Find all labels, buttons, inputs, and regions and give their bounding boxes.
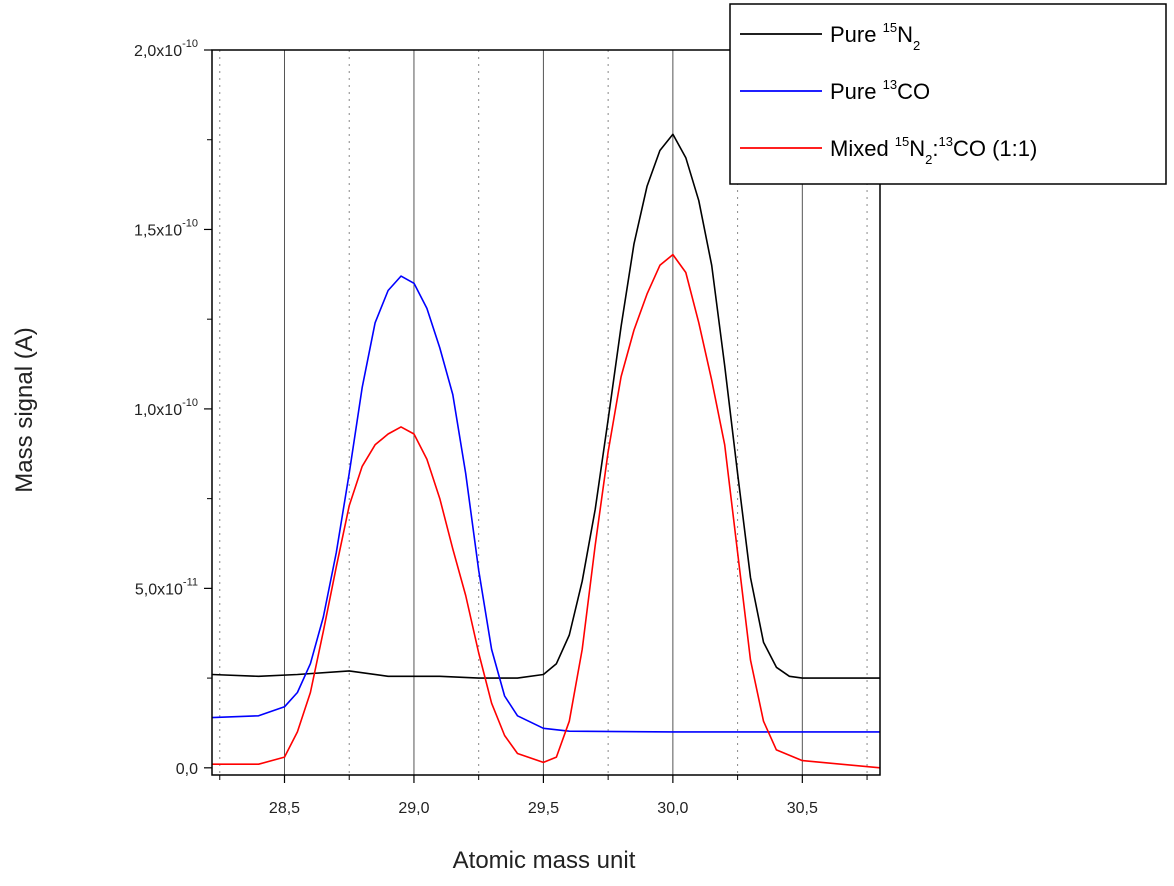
x-tick-label: 28,5 — [269, 800, 300, 817]
legend-box — [729, 3, 1167, 185]
legend-label: Pure 13CO — [830, 77, 930, 104]
legend: Pure 15N2 Pure 13CO Mixed 15N2:13CO (1:1) — [729, 3, 1167, 185]
axis-ticks: 28,5 29,0 29,5 30,0 30,5 0,0 5,0x10-11 1,0x10-1… — [134, 38, 868, 817]
y-tick-label: 0,0 — [176, 761, 198, 778]
legend-label: Mixed 15N2:13CO (1:1) — [830, 134, 1037, 167]
y-tick-label: 5,0x10-11 — [135, 576, 198, 598]
x-tick-label: 29,5 — [528, 800, 559, 817]
x-tick-label: 29,0 — [398, 800, 429, 817]
y-tick-label: 1,0x10-10 — [134, 397, 198, 419]
series-line-0 — [211, 133, 880, 679]
legend-label: Pure 15N2 — [830, 20, 920, 53]
plot-frame — [211, 49, 881, 776]
series-layer — [211, 133, 881, 769]
y-tick-label: 2,0x10-10 — [134, 38, 198, 60]
y-axis-title: Mass signal (A) — [11, 327, 38, 492]
x-axis-title: Atomic mass unit — [453, 847, 636, 874]
x-tick-label: 30,5 — [787, 800, 818, 817]
x-tick-label: 30,0 — [657, 800, 688, 817]
series-line-1 — [211, 275, 880, 733]
y-tick-label: 1,5x10-10 — [134, 217, 198, 239]
series-line-2 — [212, 253, 881, 769]
